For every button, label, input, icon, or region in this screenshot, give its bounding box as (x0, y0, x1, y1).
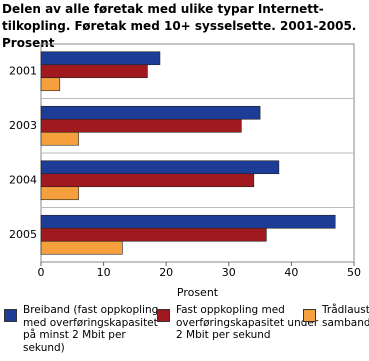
bar (40, 186, 79, 201)
y-tick-label: 2003 (9, 119, 37, 132)
bar (40, 160, 280, 175)
bar (40, 105, 261, 120)
legend-swatch (4, 309, 17, 322)
legend-label: Trådlaust samband (322, 304, 369, 329)
bar (40, 64, 148, 79)
legend-swatch (303, 309, 316, 322)
bar (40, 214, 336, 229)
bar (40, 240, 123, 255)
x-axis-label: Prosent (177, 286, 219, 299)
x-tick-label: 30 (222, 266, 236, 279)
x-tick-label: 0 (38, 266, 45, 279)
x-tick-label: 50 (347, 266, 361, 279)
legend-swatch (157, 309, 170, 322)
y-tick-label: 2005 (9, 228, 37, 241)
bar (40, 77, 61, 92)
legend: Breiband (fast oppkopling med overføring… (0, 302, 369, 360)
x-tick-label: 20 (159, 266, 173, 279)
bar (40, 227, 267, 242)
bar (40, 118, 242, 133)
x-tick-label: 10 (97, 266, 111, 279)
bar (40, 131, 79, 146)
x-tick-label: 40 (284, 266, 298, 279)
y-tick-label: 2004 (9, 173, 37, 186)
legend-label: Fast oppkopling med overføringskapasitet… (176, 304, 319, 341)
bar (40, 51, 161, 66)
y-tick-label: 2001 (9, 64, 37, 77)
bar (40, 173, 255, 188)
chart: 0 10 20 30 40 50 Prosent 2001 2003 2004 2005 (9, 43, 361, 299)
chart-title: Delen av alle føretak med ulike typar In… (2, 2, 357, 50)
legend-label: Breiband (fast oppkopling med overføring… (23, 304, 159, 354)
